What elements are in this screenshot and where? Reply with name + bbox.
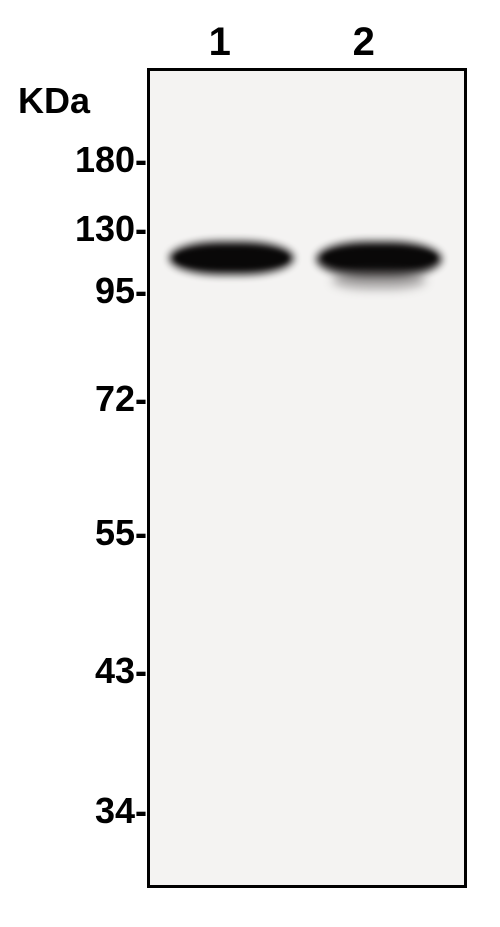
marker-label-130: 130- [4,208,147,250]
kda-unit-label: KDa [18,80,90,122]
marker-label-34: 34- [4,790,147,832]
band-lane2-4 [332,271,426,289]
lane-label-2: 2 [353,20,375,65]
marker-label-95: 95- [4,270,147,312]
marker-label-43: 43- [4,650,147,692]
marker-label-72: 72- [4,378,147,420]
marker-label-180: 180- [4,139,147,181]
blot-container: KDa 1 2 180- 130- 95- 72- 55- 43- 34- [0,0,500,927]
band-lane1-1 [175,247,288,269]
blot-membrane [147,68,467,888]
lane-label-1: 1 [209,20,231,65]
band-lane2-3 [323,247,436,269]
marker-label-55: 55- [4,512,147,554]
